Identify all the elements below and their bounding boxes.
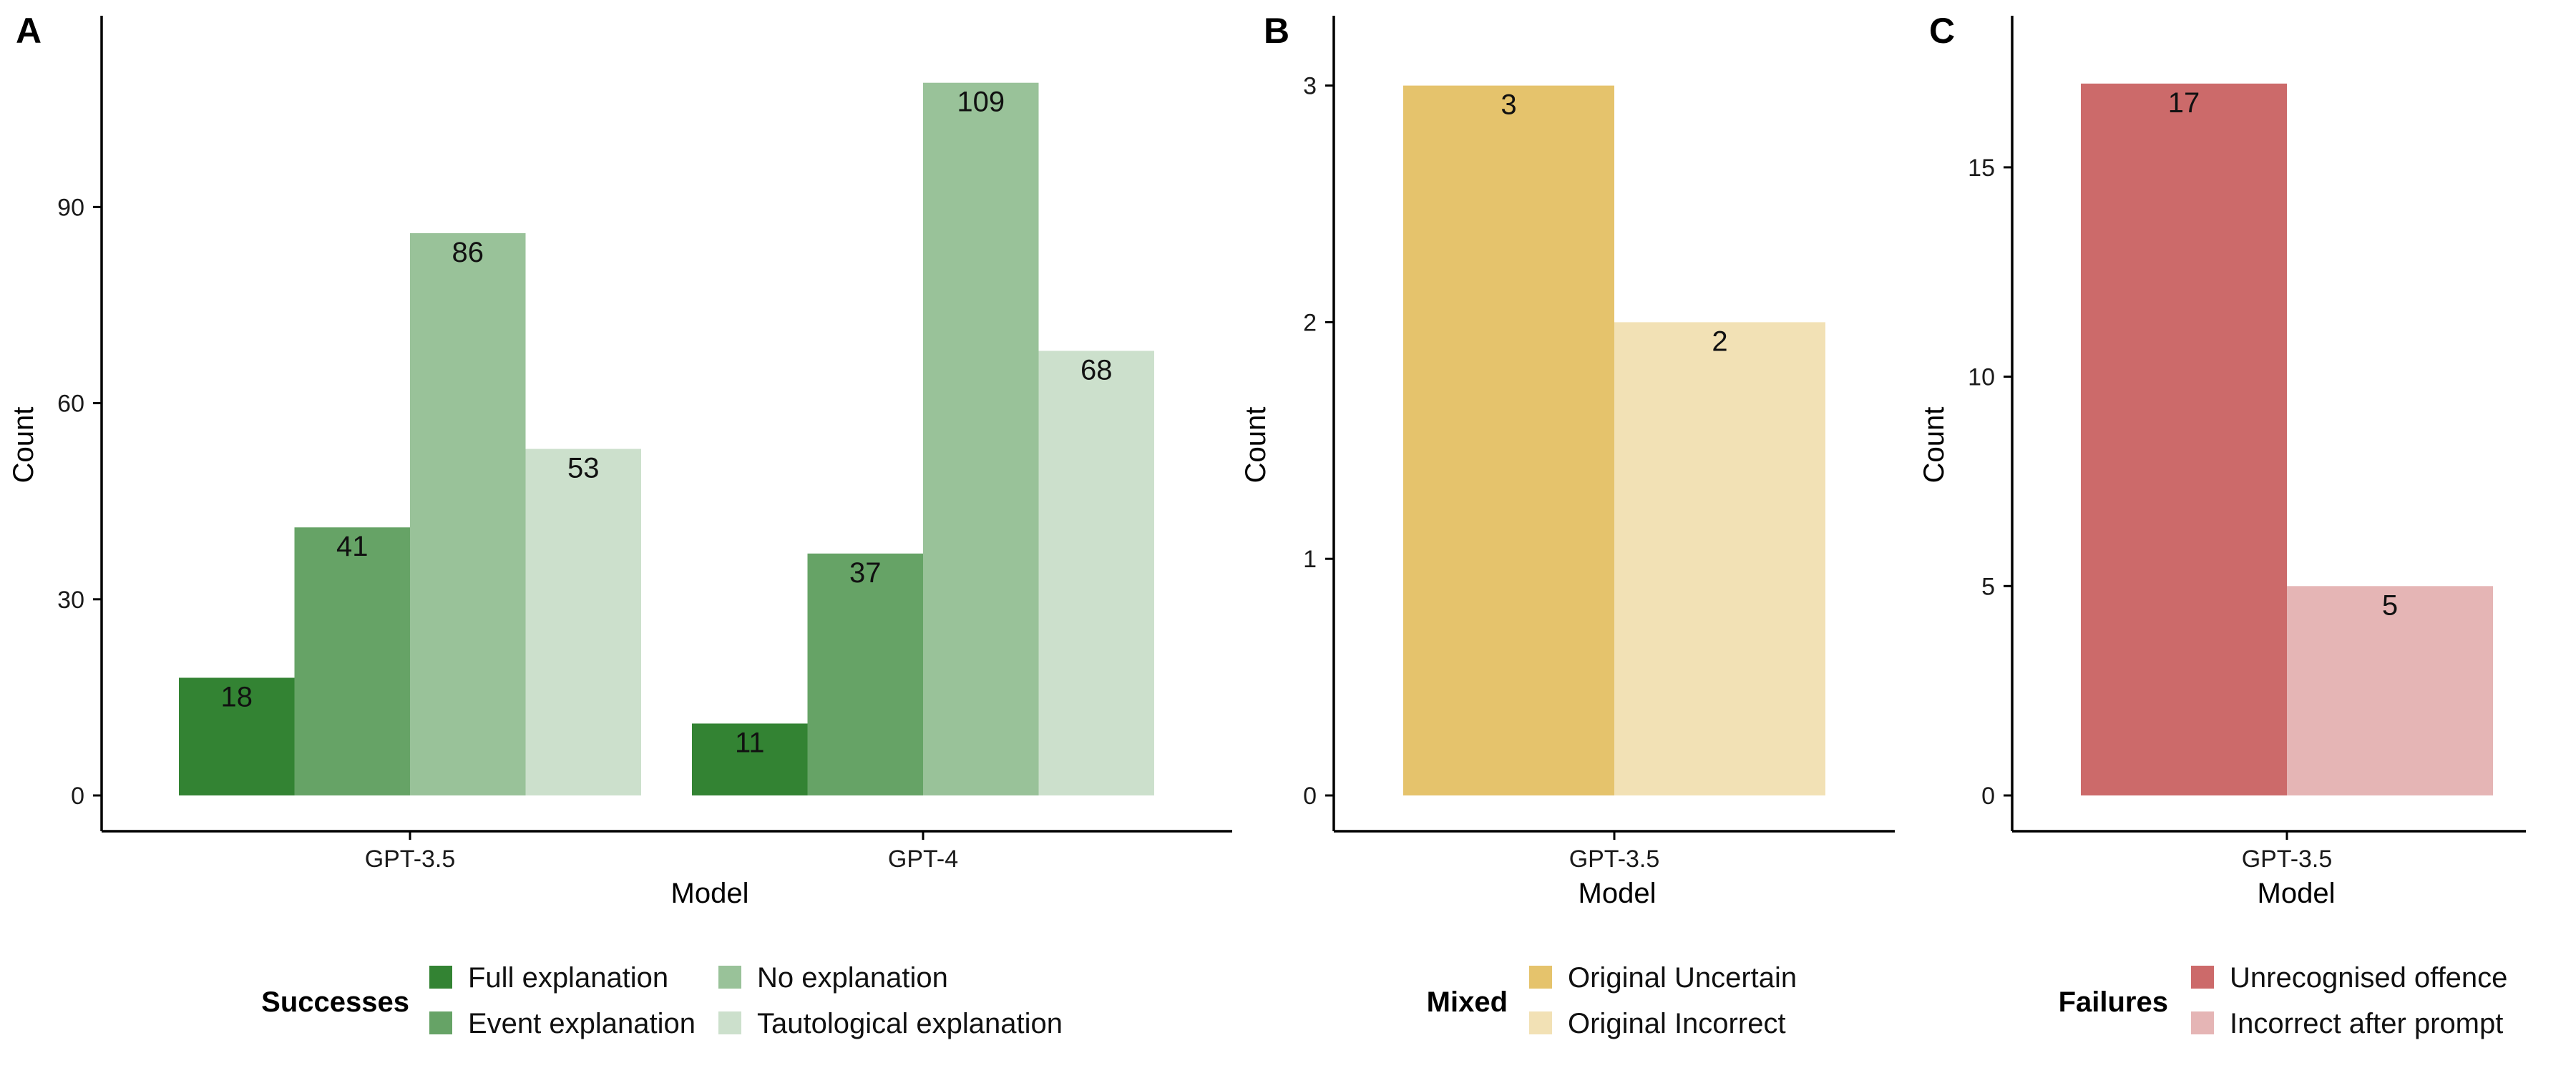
- legend: Failures Unrecognised offence Incorrect af…: [2059, 962, 2508, 1039]
- legend-label: Tautological explanation: [757, 1008, 1063, 1039]
- y-axis-title: Count: [1918, 407, 1950, 484]
- y-tick-label: 15: [1968, 155, 1995, 182]
- y-tick-label: 0: [1981, 783, 1995, 810]
- bar: [525, 449, 641, 795]
- x-tick-label: GPT-3.5: [1569, 846, 1660, 873]
- y-tick-label: 0: [71, 783, 84, 810]
- panel-a: A 0 30 60 90 18 41 86 53 GPT-3.5 11 37 109 68 GPT-4 Mod…: [8, 11, 1232, 1039]
- panel-c: C 0 5 10 15 17 5 GPT-3.5 Model Count Failures Unrec…: [1918, 11, 2526, 1039]
- legend-swatch: [2191, 966, 2214, 989]
- legend-title: Successes: [261, 986, 409, 1018]
- legend-swatch: [1529, 1011, 1552, 1034]
- legend-label: Incorrect after prompt: [2230, 1008, 2503, 1039]
- data-label: 2: [1712, 325, 1727, 357]
- data-label: 3: [1501, 89, 1516, 121]
- bar: [2287, 586, 2493, 795]
- bar: [1614, 322, 1825, 795]
- y-tick-label: 0: [1303, 783, 1317, 810]
- bar: [692, 723, 808, 795]
- panel-letter-b: B: [1264, 11, 1289, 51]
- data-label: 41: [336, 531, 369, 562]
- legend-label: Unrecognised offence: [2230, 962, 2507, 994]
- legend-swatch: [718, 966, 741, 989]
- data-label: 17: [2168, 87, 2200, 119]
- legend: Successes Full explanation Event explanati…: [261, 962, 1063, 1039]
- legend-swatch: [429, 1011, 452, 1034]
- legend-label: Original Incorrect: [1568, 1008, 1786, 1039]
- data-label: 53: [567, 453, 600, 484]
- y-tick-label: 5: [1981, 573, 1995, 600]
- y-tick-label: 2: [1303, 309, 1317, 336]
- x-axis-title: Model: [1579, 878, 1657, 909]
- bar: [179, 677, 295, 795]
- data-label: 109: [957, 87, 1005, 118]
- legend-swatch: [429, 966, 452, 989]
- y-tick-label: 1: [1303, 546, 1317, 573]
- legend-label: Original Uncertain: [1568, 962, 1797, 994]
- legend-label: No explanation: [757, 962, 948, 994]
- y-axis-title: Count: [1240, 407, 1272, 484]
- panel-letter-a: A: [16, 11, 42, 51]
- bar: [2081, 83, 2287, 795]
- x-axis-title: Model: [671, 878, 749, 909]
- legend-label: Event explanation: [468, 1008, 696, 1039]
- data-label: 18: [221, 681, 253, 712]
- bar: [410, 232, 526, 795]
- data-label: 5: [2382, 589, 2398, 621]
- y-tick-label: 10: [1968, 364, 1995, 391]
- bar: [1038, 351, 1154, 795]
- y-tick-label: 3: [1303, 73, 1317, 100]
- x-tick-label: GPT-4: [888, 846, 958, 873]
- data-label: 86: [452, 237, 484, 268]
- bar: [294, 527, 410, 795]
- bar: [1403, 85, 1614, 796]
- y-tick-label: 30: [57, 587, 84, 614]
- bar: [807, 553, 923, 795]
- legend-title: Mixed: [1427, 986, 1508, 1018]
- x-tick-label: GPT-3.5: [365, 846, 456, 873]
- data-label: 11: [735, 727, 765, 758]
- legend-swatch: [1529, 966, 1552, 989]
- legend-label: Full explanation: [468, 962, 668, 994]
- y-axis-title: Count: [8, 407, 39, 484]
- panel-letter-c: C: [1929, 11, 1955, 51]
- legend-swatch: [718, 1011, 741, 1034]
- panel-b: B 0 1 2 3 3 2 GPT-3.5 Model Count Mixed Original Un…: [1240, 11, 1895, 1039]
- data-label: 68: [1080, 354, 1113, 386]
- x-axis-title: Model: [2258, 878, 2336, 909]
- y-tick-label: 60: [57, 391, 84, 418]
- y-tick-label: 90: [57, 194, 84, 221]
- data-label: 37: [849, 557, 882, 589]
- legend-swatch: [2191, 1011, 2214, 1034]
- x-tick-label: GPT-3.5: [2242, 846, 2333, 873]
- bar: [923, 82, 1039, 795]
- legend-title: Failures: [2059, 986, 2168, 1018]
- legend: Mixed Original Uncertain Original Incorrec…: [1427, 962, 1797, 1039]
